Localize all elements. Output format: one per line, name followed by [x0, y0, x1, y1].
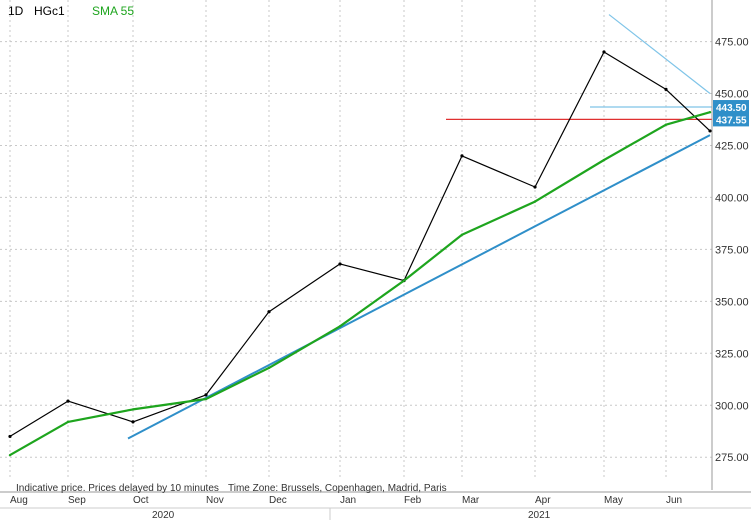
- support-trendline: [127, 134, 711, 440]
- price-point: [602, 50, 606, 54]
- price-series-line: [9, 51, 711, 437]
- symbol-label: HGc1: [34, 4, 65, 18]
- y-tick-label: 450.00: [715, 89, 749, 101]
- resistance-line: [608, 14, 711, 94]
- price-point: [708, 129, 712, 133]
- price-point: [204, 393, 208, 397]
- x-tick-label: Jun: [666, 495, 682, 506]
- sma-point: [204, 397, 208, 401]
- price-point: [131, 420, 135, 424]
- price-point: [267, 310, 271, 314]
- x-tick-label: May: [604, 495, 623, 506]
- y-tick-label: 325.00: [715, 348, 749, 360]
- x-tick-label: Jan: [340, 495, 356, 506]
- sma-point: [664, 123, 668, 126]
- sma-point: [602, 158, 606, 162]
- x-tick-label: Oct: [133, 495, 149, 506]
- price-tag-box: [713, 112, 749, 127]
- x-tick-label: Nov: [206, 495, 224, 506]
- x-tick-label: Sep: [68, 495, 86, 506]
- timezone-note: Time Zone: Brussels, Copenhagen, Madrid,…: [228, 483, 447, 494]
- y-tick-label: 275.00: [715, 452, 749, 464]
- sma-point: [131, 408, 135, 411]
- price-point: [66, 399, 70, 403]
- delay-note: Indicative price. Prices delayed by 10 m…: [16, 483, 219, 494]
- sma-point: [8, 453, 12, 457]
- year-label: 2021: [528, 510, 551, 520]
- y-tick-label: 300.00: [715, 400, 749, 412]
- price-point: [664, 87, 668, 91]
- indicator-label: SMA 55: [92, 4, 135, 18]
- price-point: [8, 434, 12, 439]
- sma-point: [402, 279, 406, 282]
- year-label: 2020: [152, 510, 175, 520]
- price-tag-box: [713, 100, 749, 115]
- sma-point: [338, 325, 342, 328]
- sma-point: [708, 111, 712, 114]
- price-tag-label: 443.50: [716, 103, 747, 114]
- x-tick-label: Apr: [535, 495, 551, 506]
- sma-point: [533, 200, 537, 203]
- sma-point: [66, 420, 70, 424]
- price-point: [338, 262, 342, 266]
- price-tag-label: 437.55: [716, 115, 747, 126]
- y-tick-label: 350.00: [715, 296, 749, 308]
- x-tick-label: Aug: [10, 495, 28, 506]
- x-tick-label: Dec: [269, 495, 287, 506]
- x-tick-label: Mar: [462, 495, 480, 506]
- sma-point: [460, 233, 464, 237]
- x-tick-label: Feb: [404, 495, 422, 506]
- interval-label: 1D: [8, 4, 24, 18]
- y-tick-label: 400.00: [715, 192, 749, 204]
- sma-point: [267, 366, 271, 370]
- price-point: [460, 154, 464, 158]
- y-tick-label: 375.00: [715, 244, 749, 256]
- y-tick-label: 425.00: [715, 140, 749, 152]
- price-point: [533, 185, 537, 189]
- y-tick-label: 475.00: [715, 37, 749, 49]
- sma-series-line: [9, 111, 711, 457]
